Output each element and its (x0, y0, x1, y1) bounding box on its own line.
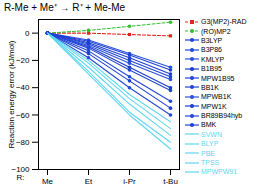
svg-text:i-Pr: i-Pr (123, 177, 136, 186)
html-text:BMK: BMK (201, 121, 217, 129)
svg-text:Me: Me (42, 177, 54, 186)
html-text:B1B95: B1B95 (201, 65, 222, 73)
html-text:MPW1K: MPW1K (201, 102, 227, 110)
html-text:G3(MP2)-RAD: G3(MP2)-RAD (201, 18, 247, 26)
html-text:TPSS: TPSS (201, 159, 220, 166)
html-text:R-Me + Me⁺ → R⁺ + Me-Me: R-Me + Me⁺ → R⁺ + Me-Me (4, 2, 125, 13)
svg-text:Reaction energy error (kJ/mol): Reaction energy error (kJ/mol) (7, 40, 16, 148)
svg-text:Et: Et (85, 177, 93, 186)
html-text:KMLYP: KMLYP (201, 55, 225, 63)
html-text:BLYP: BLYP (201, 140, 219, 148)
html-text:PBE: PBE (201, 149, 215, 157)
html-text:MPWPW91: MPWPW91 (201, 168, 238, 176)
html-text:B3LYP: B3LYP (201, 37, 223, 44)
html-text:BR89B94hyb: BR89B94hyb (201, 112, 243, 120)
html-text:MPWB1K: MPWB1K (201, 93, 232, 101)
svg-text:−80: −80 (16, 138, 30, 147)
svg-text:0: 0 (25, 29, 30, 38)
svg-text:−100: −100 (11, 165, 30, 175)
html-text:(RO)MP2: (RO)MP2 (201, 27, 231, 35)
html-text:MPW1B95: MPW1B95 (201, 74, 235, 82)
svg-text:−20: −20 (16, 56, 30, 65)
svg-text:−60: −60 (16, 111, 30, 120)
html-text:SVWN: SVWN (201, 130, 222, 138)
svg-text:−40: −40 (16, 83, 30, 92)
svg-text:t-Bu: t-Bu (163, 177, 178, 186)
svg-text:R:: R: (17, 173, 25, 182)
html-text:BB1K: BB1K (201, 83, 219, 91)
html-text:B3P86: B3P86 (201, 46, 222, 54)
